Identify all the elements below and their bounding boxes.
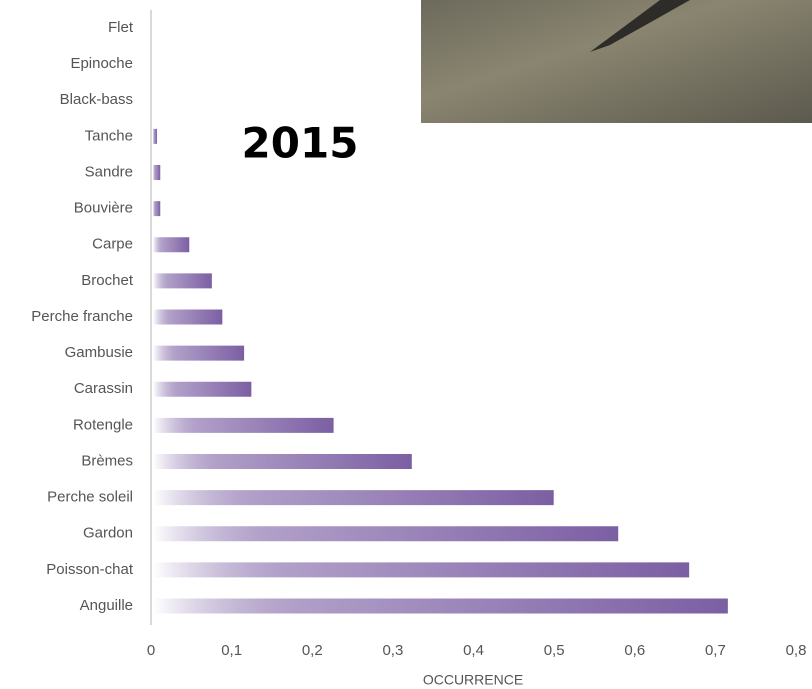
- x-tick-label: 0,5: [544, 642, 565, 659]
- x-tick-label: 0,1: [221, 642, 242, 659]
- x-tick-label: 0,6: [624, 642, 645, 659]
- bar: [153, 526, 619, 542]
- bar: [153, 381, 252, 397]
- x-tick-label: 0,3: [382, 642, 403, 659]
- bar: [153, 598, 728, 614]
- y-tick-label: Perche soleil: [47, 489, 133, 506]
- bar: [153, 165, 161, 180]
- bar: [153, 490, 554, 506]
- y-tick-label: Black-bass: [60, 91, 133, 108]
- bar: [153, 562, 690, 578]
- y-tick-label: Tanche: [85, 127, 133, 144]
- y-tick-label: Bouvière: [74, 200, 133, 217]
- bar: [153, 454, 412, 469]
- y-tick-label: Carpe: [92, 236, 133, 253]
- bar: [153, 417, 334, 433]
- y-tick-label: Perche franche: [31, 308, 133, 325]
- y-tick-label: Brèmes: [81, 452, 133, 469]
- bar: [153, 273, 212, 289]
- bar: [153, 128, 158, 144]
- x-tick-label: 0,2: [302, 642, 323, 659]
- y-tick-label: Gambusie: [65, 344, 133, 361]
- photo: [421, 0, 812, 123]
- y-tick-label: Flet: [108, 19, 134, 36]
- bar: [153, 237, 190, 253]
- bar: [153, 309, 223, 325]
- y-tick-label: Sandre: [85, 163, 133, 180]
- annotation: 2015: [242, 119, 359, 168]
- x-tick-label: 0: [147, 642, 155, 659]
- x-tick-label: 0,4: [463, 642, 484, 659]
- y-tick-label: Epinoche: [70, 55, 133, 72]
- bar: [153, 201, 161, 217]
- x-tick-label: 0,8: [786, 642, 807, 659]
- x-axis-label: OCCURRENCE: [423, 672, 523, 688]
- y-tick-label: Carassin: [74, 380, 133, 397]
- y-tick-label: Gardon: [83, 525, 133, 542]
- y-tick-label: Brochet: [81, 272, 134, 289]
- photo-fish: [590, 0, 690, 52]
- y-tick-label: Anguille: [80, 597, 133, 614]
- y-tick-label: Rotengle: [73, 416, 133, 433]
- x-tick-label: 0,7: [705, 642, 726, 659]
- y-tick-label: Poisson-chat: [46, 561, 134, 578]
- bar: [153, 345, 245, 361]
